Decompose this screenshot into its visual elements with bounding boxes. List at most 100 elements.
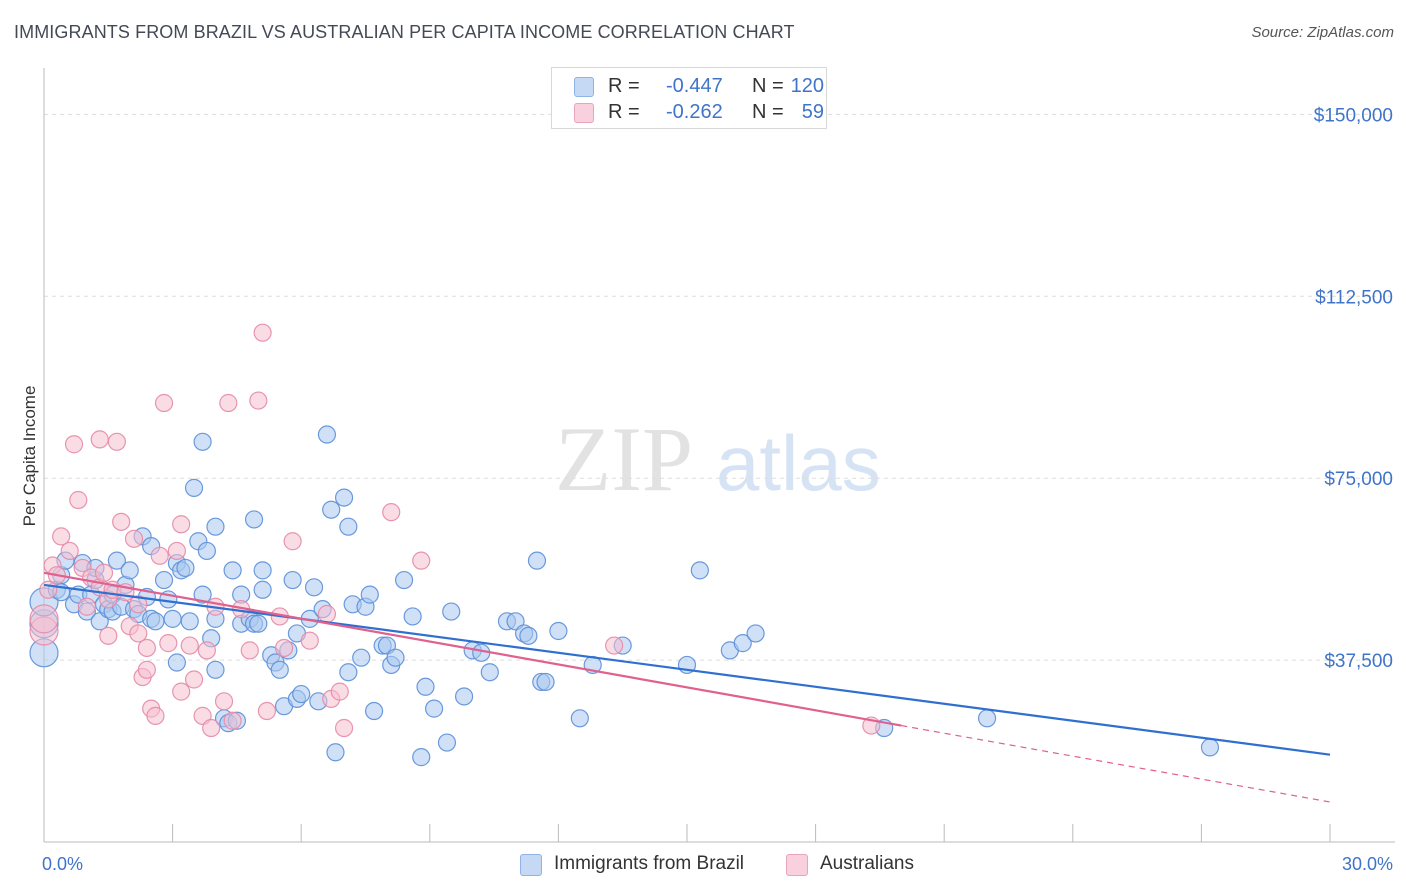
brazil-point-29 [146, 612, 165, 631]
legend-r-label: R = [608, 75, 640, 97]
brazil-point-55 [244, 510, 264, 529]
australians-point-37 [184, 670, 204, 689]
y-tick-labels: $37,500 $75,000 $112,500 $150,000 [1314, 105, 1393, 672]
brazil-point-33 [167, 653, 186, 672]
grid-lines [44, 113, 1395, 661]
watermark-atlas: atlas [716, 419, 881, 507]
australians-point-10 [77, 597, 96, 616]
australians-point-5 [52, 527, 71, 546]
brazil-point-91 [424, 699, 444, 718]
australians-point-56 [330, 682, 349, 701]
brazil-point-79 [352, 648, 371, 667]
legend-swatch-blue [574, 77, 594, 97]
legend-n-label: N = [752, 75, 784, 97]
australians-point-39 [197, 641, 216, 660]
trend-lines [43, 571, 1331, 803]
legend-swatch-blue [520, 854, 542, 876]
australians-point-42 [214, 692, 234, 711]
series-legend: Immigrants from Brazil Australians [0, 852, 1406, 878]
zipatlas-watermark: ZIP atlas [555, 408, 881, 510]
brazil-point-112 [733, 634, 752, 653]
brazil-point-93 [442, 602, 461, 621]
brazil-point-74 [326, 743, 345, 762]
y-axis-label: Per Capita Income [20, 386, 39, 527]
australians-point-31 [154, 393, 174, 413]
brazil-point-75 [334, 488, 354, 507]
australians-point-22 [124, 529, 144, 548]
australians-point-12 [90, 430, 109, 449]
brazil-point-76 [339, 517, 358, 536]
australians-point-47 [249, 391, 268, 410]
australians-point-29 [146, 706, 165, 725]
australians-point-54 [317, 604, 337, 624]
australians-point-53 [300, 631, 319, 650]
x-tick-label-min: 0.0% [42, 854, 83, 874]
series-australians [29, 323, 881, 738]
brazil-point-40 [193, 585, 212, 604]
australians-point-19 [112, 512, 131, 531]
australians-point-60 [605, 636, 624, 655]
australians-point-8 [69, 490, 88, 510]
source-credit: Source: ZipAtlas.com [1251, 24, 1394, 41]
watermark-zip: ZIP [555, 408, 693, 510]
australians-point-24 [129, 624, 148, 643]
x-tick-label-max: 30.0% [1342, 854, 1393, 874]
australians-point-32 [159, 634, 178, 653]
brazil-point-77 [339, 663, 358, 682]
brazil-point-57 [253, 580, 272, 599]
brazil-point-115 [977, 709, 997, 728]
brazil-point-86 [386, 648, 405, 667]
correlation-legend: R = -0.447 N = 120 R = -0.262 N = 59 [551, 67, 827, 129]
australians-point-7 [64, 435, 84, 454]
brazil-point-36 [176, 558, 195, 578]
brazil-point-30 [154, 570, 174, 590]
brazil-point-106 [570, 709, 589, 728]
brazil-point-97 [480, 663, 499, 682]
brazil-point-92 [437, 733, 457, 752]
australians-point-15 [99, 626, 118, 645]
brazil-point-89 [412, 748, 431, 767]
australians-point-49 [257, 701, 277, 721]
y-tick-label-1: $75,000 [1324, 469, 1393, 490]
legend-r-label: R = [608, 101, 640, 123]
brazil-point-90 [416, 677, 435, 696]
brazil-point-67 [292, 684, 311, 704]
brazil-point-72 [317, 425, 337, 444]
australians-point-30 [150, 546, 169, 565]
brazil-point-94 [454, 687, 474, 706]
brazil-point-61 [270, 660, 289, 679]
trend-line-australians [43, 571, 902, 727]
australians-point-48 [253, 323, 272, 342]
australians-point-58 [382, 503, 401, 522]
brazil-point-105 [549, 621, 568, 641]
brazil-point-69 [304, 578, 324, 597]
australians-point-59 [412, 551, 431, 570]
brazil-point-73 [322, 500, 341, 519]
australians-point-33 [167, 541, 186, 561]
australians-point-34 [172, 682, 191, 701]
y-tick-label-2: $112,500 [1315, 287, 1393, 308]
legend-n-label: N = [752, 101, 784, 123]
australians-point-46 [240, 641, 259, 660]
australians-point-14 [94, 563, 114, 582]
brazil-point-56 [249, 614, 268, 633]
australians-point-43 [219, 393, 238, 413]
legend-label-brazil: Immigrants from Brazil [554, 853, 745, 874]
brazil-point-22 [120, 561, 139, 580]
australians-point-57 [334, 718, 354, 738]
australians-point-36 [180, 636, 199, 655]
brazil-point-42 [197, 541, 216, 561]
trend-line-brazil [43, 583, 1331, 756]
legend-swatch-pink [786, 854, 808, 876]
y-tick-label-3: $150,000 [1314, 105, 1393, 126]
brazil-point-32 [163, 609, 182, 628]
australians-point-18 [107, 432, 126, 451]
australians-point-44 [223, 711, 242, 730]
legend-label-australians: Australians [820, 853, 914, 874]
legend-r-value: -0.262 [666, 101, 723, 123]
brazil-point-46 [206, 660, 225, 679]
brazil-point-37 [180, 612, 199, 631]
brazil-point-88 [403, 607, 422, 626]
y-tick-label-0: $37,500 [1324, 651, 1393, 672]
